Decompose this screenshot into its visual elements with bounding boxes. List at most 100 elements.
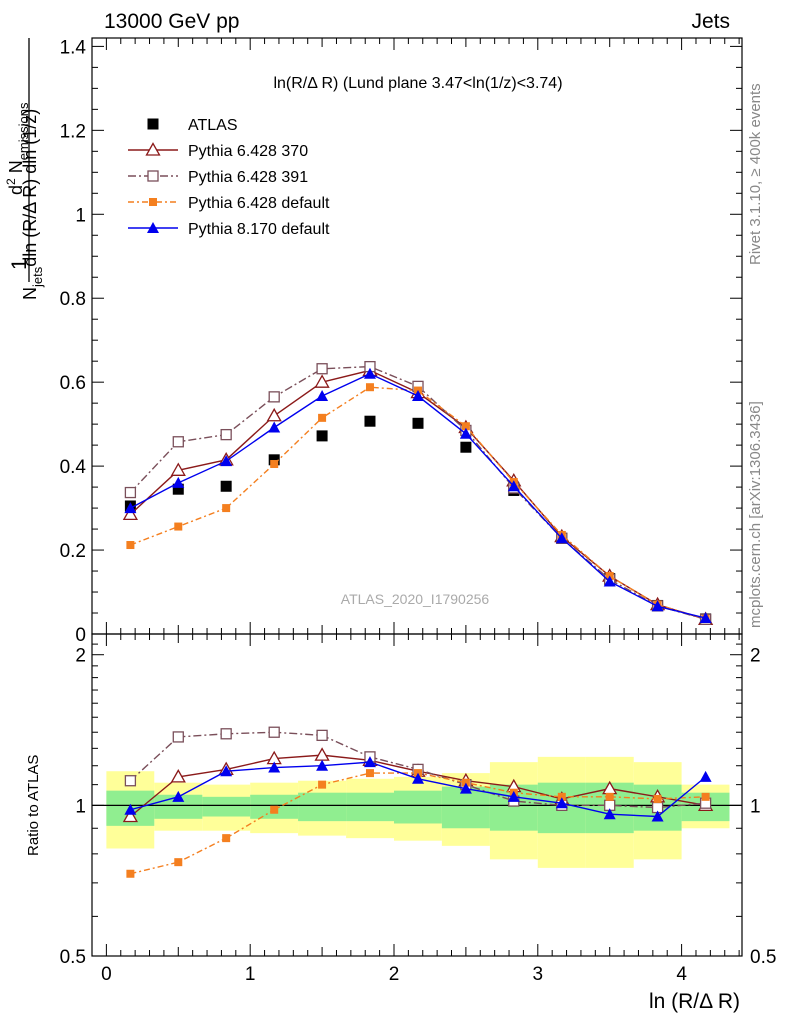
ratio-y-label: Ratio to ATLAS: [25, 755, 42, 856]
legend-label: Pythia 6.428 default: [188, 195, 330, 212]
legend-marker: [147, 170, 159, 182]
ratio-band-inner: [298, 792, 347, 822]
main-data-point: [651, 600, 664, 612]
main-data-point: [699, 612, 712, 624]
main-data-point: [172, 476, 185, 488]
legend-label: Pythia 6.428 391: [188, 169, 308, 186]
ratio-band-inner: [346, 792, 394, 822]
main-data-point: [460, 441, 472, 453]
main-data-point: [363, 367, 376, 379]
ratio-y-tick-label: 0.5: [60, 947, 86, 968]
ratio-data-point: [555, 797, 568, 809]
main-y-tick-label: 0.2: [60, 541, 86, 562]
main-data-point: [122, 506, 139, 521]
legend-label: ATLAS: [188, 117, 238, 134]
ratio-data-point: [124, 775, 137, 787]
main-y-tick-label: 0.6: [60, 373, 86, 394]
ratio-y-tick-label-right: 0.5: [750, 947, 776, 968]
process-label: Jets: [691, 10, 730, 33]
main-data-point: [461, 422, 470, 431]
ratio-data-point: [270, 805, 279, 814]
ratio-frame: [91, 633, 743, 957]
main-data-point: [268, 454, 280, 466]
main-data-point: [412, 390, 425, 402]
legend: ATLAS Pythia 6.428 370 Pythia 6.428 391 Pyt…: [128, 117, 330, 238]
main-data-point: [222, 504, 231, 513]
ratio-y-tick-label-right: 2: [750, 646, 761, 667]
ratio-data-point: [412, 772, 425, 784]
main-data-point: [270, 460, 279, 469]
ratio-data-point: [126, 869, 135, 878]
main-data-point: [364, 415, 376, 427]
main-data-point: [412, 417, 424, 429]
ratio-data-point: [174, 858, 183, 867]
ratio-data-point: [459, 782, 472, 794]
ratio-data-point: [365, 769, 374, 778]
ratio-data-point: [124, 803, 137, 815]
main-data-point: [220, 455, 233, 467]
energy-label: 13000 GeV pp: [104, 10, 239, 33]
legend-marker: [145, 142, 161, 156]
ratio-x-tick-label: 4: [676, 964, 687, 985]
y-label-one: 1: [8, 258, 31, 270]
rivet-label: Rivet 3.1.10, ≥ 400k events: [747, 83, 764, 265]
main-data-point: [318, 413, 327, 422]
main-data-point: [316, 430, 328, 442]
ratio-data-point: [318, 780, 327, 789]
main-data-point: [365, 383, 374, 392]
main-y-tick-label: 1.2: [60, 121, 86, 142]
ratio-data-point: [699, 770, 712, 782]
main-data-point: [124, 486, 137, 499]
ratio-data-point: [170, 769, 186, 783]
y-label-denominator: Njetsdln (R/Δ R) dln (1/z): [20, 109, 45, 300]
ratio-x-tick-label: 0: [101, 964, 112, 985]
main-data-point: [314, 374, 330, 388]
ratio-data-point: [363, 756, 376, 768]
main-data-point: [268, 421, 281, 433]
analysis-label: ATLAS_2020_I1790256: [341, 591, 490, 607]
ratio-data-point: [507, 790, 520, 802]
main-data-point: [170, 462, 186, 476]
main-data-point: [603, 575, 616, 587]
ratio-data-point: [220, 728, 232, 740]
ratio-y-tick-label: 1: [75, 796, 86, 817]
y-label-numerator: d2 Nemissions: [4, 102, 31, 195]
ratio-data-point: [172, 790, 185, 802]
ratio-band-inner: [202, 796, 251, 817]
legend-marker: [149, 198, 157, 206]
main-data-point: [555, 532, 568, 544]
main-data-point: [172, 436, 184, 448]
ratio-data-point: [557, 792, 566, 801]
ratio-data-point: [651, 810, 664, 822]
main-data-point: [174, 522, 183, 531]
main-data-point: [124, 502, 137, 514]
main-data-point: [316, 363, 328, 375]
main-y-tick-label: 1: [75, 205, 86, 226]
main-data-point: [507, 480, 520, 492]
ratio-data-point: [701, 792, 710, 801]
main-y-tick-label: 0.8: [60, 289, 86, 310]
ratio-data-point: [653, 794, 662, 803]
main-data-point: [266, 407, 282, 422]
main-data-point: [268, 391, 280, 403]
ratio-y-tick-label-right: 1: [750, 796, 761, 817]
main-data-point: [172, 483, 184, 495]
ratio-plot: 0 1 2 3 4 0.5 0.5 1 1 2 2: [60, 634, 776, 985]
ratio-y-tick-label: 2: [75, 646, 86, 667]
ratio-band-inner: [393, 790, 442, 824]
ratio-data-point: [603, 808, 616, 820]
legend-label: Pythia 8.170 default: [188, 221, 330, 238]
main-data-point: [220, 480, 232, 492]
ratio-data-point: [316, 759, 329, 771]
ratio-data-point: [172, 731, 184, 743]
mcplots-label: mcplots.cern.ch [arXiv:1306.3436]: [747, 401, 764, 628]
main-y-tick-label: 1.4: [60, 37, 87, 58]
ratio-data-point: [222, 834, 231, 843]
ratio-x-tick-label: 3: [533, 964, 544, 985]
ratio-data-point: [268, 726, 280, 738]
main-data-point: [220, 428, 232, 441]
legend-marker: [147, 222, 159, 233]
ratio-data-point: [122, 808, 139, 823]
ratio-data-point: [605, 792, 614, 801]
